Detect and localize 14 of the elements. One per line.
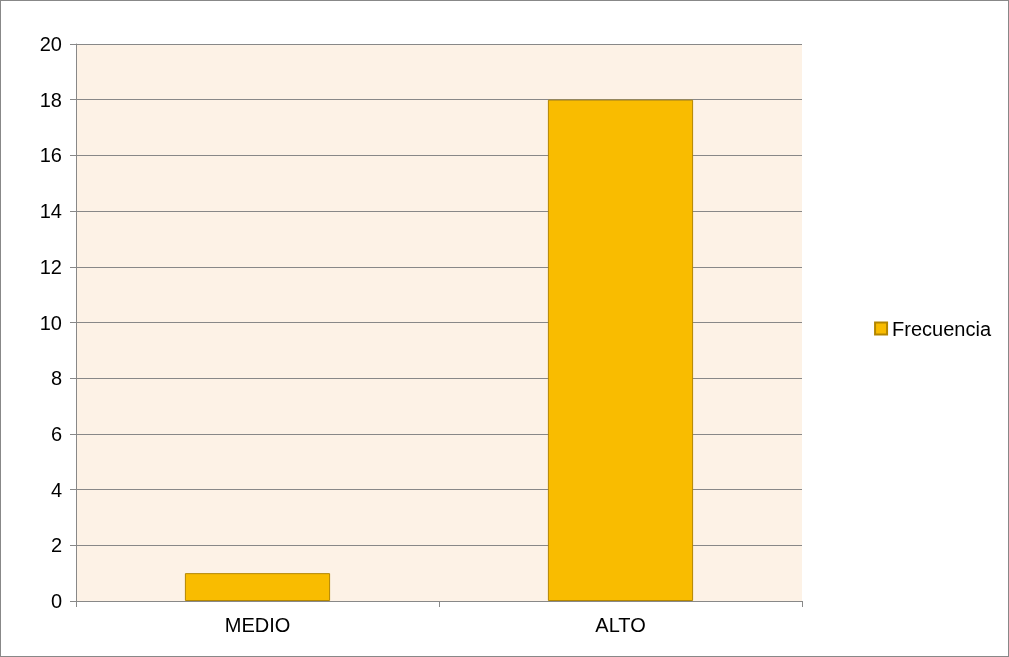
- y-tick-label: 6: [50, 422, 62, 445]
- y-tick-label: 18: [39, 88, 62, 111]
- y-tick-label: 16: [39, 144, 62, 167]
- y-tick-label: 10: [39, 311, 62, 334]
- y-tick-label: 20: [39, 33, 62, 55]
- y-tick-label: 14: [39, 200, 62, 223]
- y-tick-label: 0: [50, 590, 62, 612]
- y-tick-label: 12: [39, 255, 62, 278]
- y-tick-label: 4: [50, 478, 62, 501]
- x-tick-label: MEDIO: [224, 614, 291, 636]
- y-tick-label: 2: [50, 534, 62, 557]
- x-tick-label: ALTO: [595, 614, 646, 636]
- y-tick-label: 8: [50, 367, 62, 390]
- legend-label: Frecuencia: [892, 317, 992, 340]
